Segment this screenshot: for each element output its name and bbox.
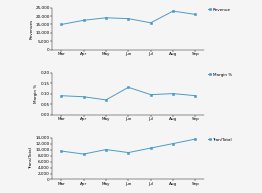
Legend: Margin %: Margin % [208,73,232,77]
Y-axis label: Revenues: Revenues [29,19,33,39]
Y-axis label: Margin %: Margin % [34,84,39,103]
Legend: Revenue: Revenue [208,8,231,12]
Y-axis label: Trans/Total: Trans/Total [29,148,33,169]
Legend: Tran/Total: Tran/Total [208,138,232,142]
